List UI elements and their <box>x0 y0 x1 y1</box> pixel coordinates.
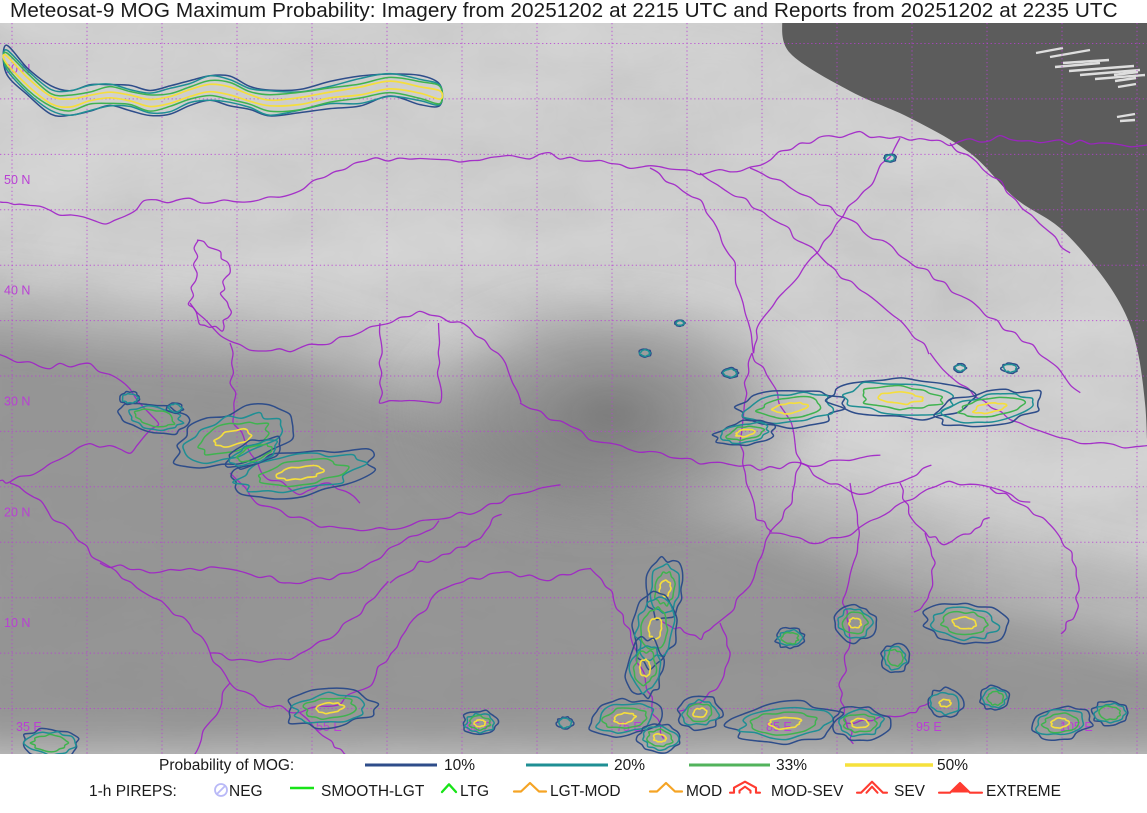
svg-text:SMOOTH-LGT: SMOOTH-LGT <box>321 783 425 800</box>
svg-text:20 N: 20 N <box>4 505 30 519</box>
svg-text:33%: 33% <box>776 757 807 774</box>
svg-text:LGT-MOD: LGT-MOD <box>550 783 621 800</box>
svg-text:40 N: 40 N <box>4 284 30 298</box>
svg-text:20%: 20% <box>614 757 645 774</box>
svg-text:MOD-SEV: MOD-SEV <box>771 783 844 800</box>
svg-text:Probability of MOG:: Probability of MOG: <box>159 757 294 774</box>
svg-text:10 N: 10 N <box>4 616 30 630</box>
svg-text:1-h PIREPS:: 1-h PIREPS: <box>89 783 177 800</box>
svg-text:95 E: 95 E <box>916 720 942 734</box>
svg-text:MOD: MOD <box>686 783 722 800</box>
svg-text:30 N: 30 N <box>4 394 30 408</box>
svg-text:35 E: 35 E <box>16 720 42 734</box>
svg-text:EXTREME: EXTREME <box>986 783 1061 800</box>
svg-text:50%: 50% <box>937 757 968 774</box>
svg-text:SEV: SEV <box>894 783 926 800</box>
svg-text:50 N: 50 N <box>4 173 30 187</box>
svg-text:NEG: NEG <box>229 783 263 800</box>
svg-text:10%: 10% <box>444 757 475 774</box>
svg-text:LTG: LTG <box>460 783 489 800</box>
